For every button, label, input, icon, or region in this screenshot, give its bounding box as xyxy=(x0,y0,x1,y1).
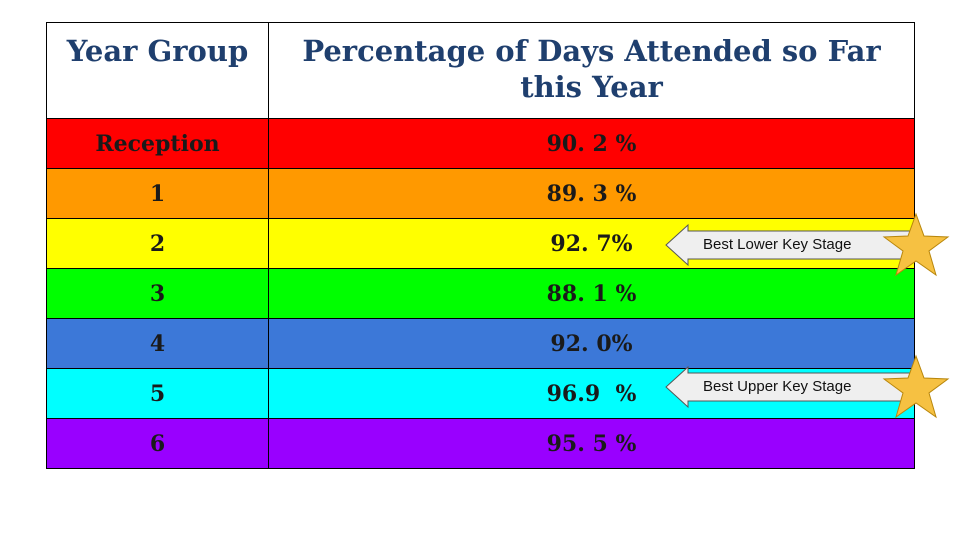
year-group-cell: 3 xyxy=(46,268,269,319)
year-group-cell: 6 xyxy=(46,418,269,469)
star-icon xyxy=(882,212,950,277)
year-group-cell: 4 xyxy=(46,318,269,369)
table-row: 2 92. 7% xyxy=(46,218,915,269)
table-header-row: Year Group Percentage of Days Attended s… xyxy=(46,22,915,119)
best-upper-key-stage-callout: Best Upper Key Stage xyxy=(665,365,926,409)
year-group-cell: 1 xyxy=(46,168,269,219)
table-row: 3 88. 1 % xyxy=(46,268,915,319)
percentage-cell: 90. 2 % xyxy=(268,118,915,169)
year-group-cell: 5 xyxy=(46,368,269,419)
year-group-cell: 2 xyxy=(46,218,269,269)
table-row: 6 95. 5 % xyxy=(46,418,915,469)
header-percentage: Percentage of Days Attended so Far this … xyxy=(268,22,915,119)
percentage-cell: 92. 0% xyxy=(268,318,915,369)
attendance-table: Year Group Percentage of Days Attended s… xyxy=(46,22,915,469)
year-group-cell: Reception xyxy=(46,118,269,169)
header-year-group: Year Group xyxy=(46,22,269,119)
table-row: 1 89. 3 % xyxy=(46,168,915,219)
percentage-cell: 92. 7% xyxy=(268,218,915,269)
star-icon xyxy=(882,354,950,419)
percentage-cell: 89. 3 % xyxy=(268,168,915,219)
percentage-cell: 95. 5 % xyxy=(268,418,915,469)
table-row: 4 92. 0% xyxy=(46,318,915,369)
percentage-cell: 88. 1 % xyxy=(268,268,915,319)
table-row: Reception 90. 2 % xyxy=(46,118,915,169)
callout-label: Best Lower Key Stage xyxy=(703,236,852,253)
callout-label: Best Upper Key Stage xyxy=(703,378,852,395)
